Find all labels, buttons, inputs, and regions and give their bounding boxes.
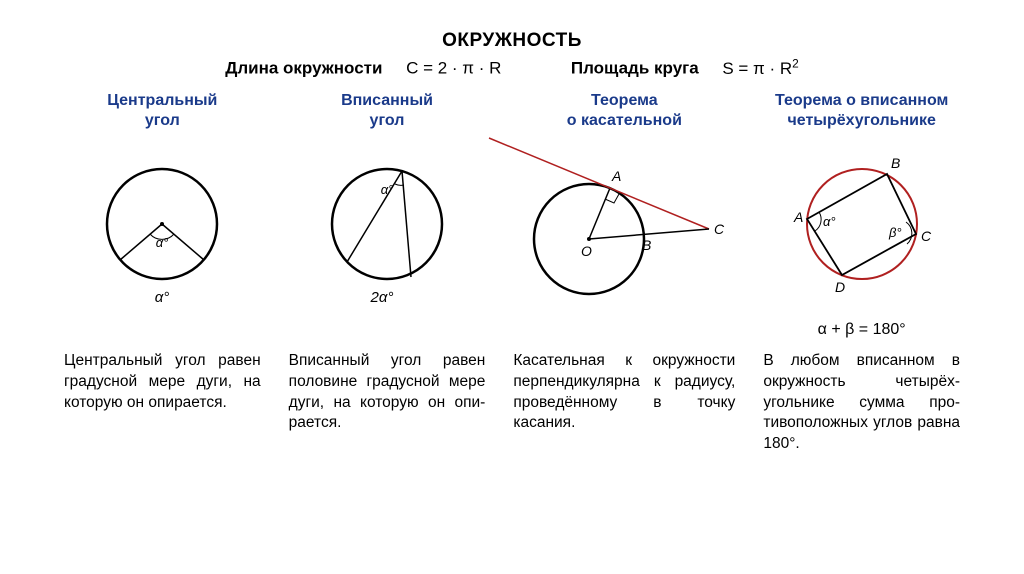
- label-A: A: [793, 209, 803, 225]
- diagram-inscribed-angle: α° 2α°: [285, 139, 490, 319]
- col-title: Центральныйугол: [107, 91, 217, 131]
- circumference-formula: C = 2 · π · R: [406, 59, 501, 78]
- label-O: O: [581, 243, 592, 259]
- col-inscribed-angle: Вписанныйугол α° 2α° Вписанный угол ра­в…: [285, 91, 490, 456]
- col-title: Теоремао касательной: [567, 91, 682, 131]
- columns-container: Центральныйугол α° α° Центральный угол р…: [60, 91, 964, 456]
- desc: В любом вписанном в окружность четырёх­у…: [759, 351, 964, 456]
- col-tangent: Теоремао касательной O A B: [509, 91, 739, 456]
- diagram-central-angle: α° α°: [60, 139, 265, 319]
- below-formula: α + β = 180°: [818, 321, 906, 341]
- label-C: C: [921, 228, 932, 244]
- page-title: ОКРУЖНОСТЬ: [60, 30, 964, 52]
- label-D: D: [835, 279, 845, 295]
- diagram-tangent: O A B C: [509, 139, 739, 319]
- col-title: Вписанныйугол: [341, 91, 433, 131]
- desc: Вписанный угол ра­вен половине гра­дусно…: [285, 351, 490, 435]
- col-central-angle: Центральныйугол α° α° Центральный угол р…: [60, 91, 265, 456]
- alpha-arc: α°: [155, 289, 170, 306]
- label-A: A: [611, 168, 621, 184]
- circumference-label: Длина окружности: [225, 59, 382, 78]
- col-title: Теорема о вписанномчетырёхугольнике: [775, 91, 948, 131]
- alpha-quad: α°: [823, 214, 836, 229]
- label-C: C: [714, 221, 725, 237]
- beta-quad: β°: [888, 225, 902, 240]
- area-formula: S = π · R2: [722, 59, 798, 78]
- area-label: Площадь круга: [571, 59, 699, 78]
- two-alpha-arc: 2α°: [370, 289, 394, 306]
- label-B: B: [891, 155, 900, 171]
- alpha-vertex: α°: [381, 182, 394, 197]
- desc: Касательная к ок­ружности перпен­дикуляр…: [509, 351, 739, 435]
- diagram-inscribed-quad: A B C D α° β°: [759, 139, 964, 319]
- label-B: B: [642, 237, 651, 253]
- desc: Центральный угол равен гра­дусной мере д…: [60, 351, 265, 414]
- col-inscribed-quad: Теорема о вписанномчетырёхугольнике A B …: [759, 91, 964, 456]
- alpha-center: α°: [156, 235, 169, 250]
- formula-row: Длина окружности C = 2 · π · R Площадь к…: [60, 56, 964, 79]
